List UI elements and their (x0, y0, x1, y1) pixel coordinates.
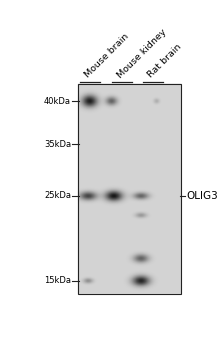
Text: 25kDa: 25kDa (44, 191, 71, 200)
Text: 35kDa: 35kDa (44, 140, 71, 149)
Text: OLIG3: OLIG3 (186, 191, 218, 201)
Text: Rat brain: Rat brain (147, 43, 183, 80)
Text: 40kDa: 40kDa (44, 97, 71, 106)
Bar (78, 84, 181, 294)
Text: Mouse kidney: Mouse kidney (116, 27, 168, 80)
Text: Mouse brain: Mouse brain (83, 32, 131, 80)
Text: 15kDa: 15kDa (44, 276, 71, 285)
